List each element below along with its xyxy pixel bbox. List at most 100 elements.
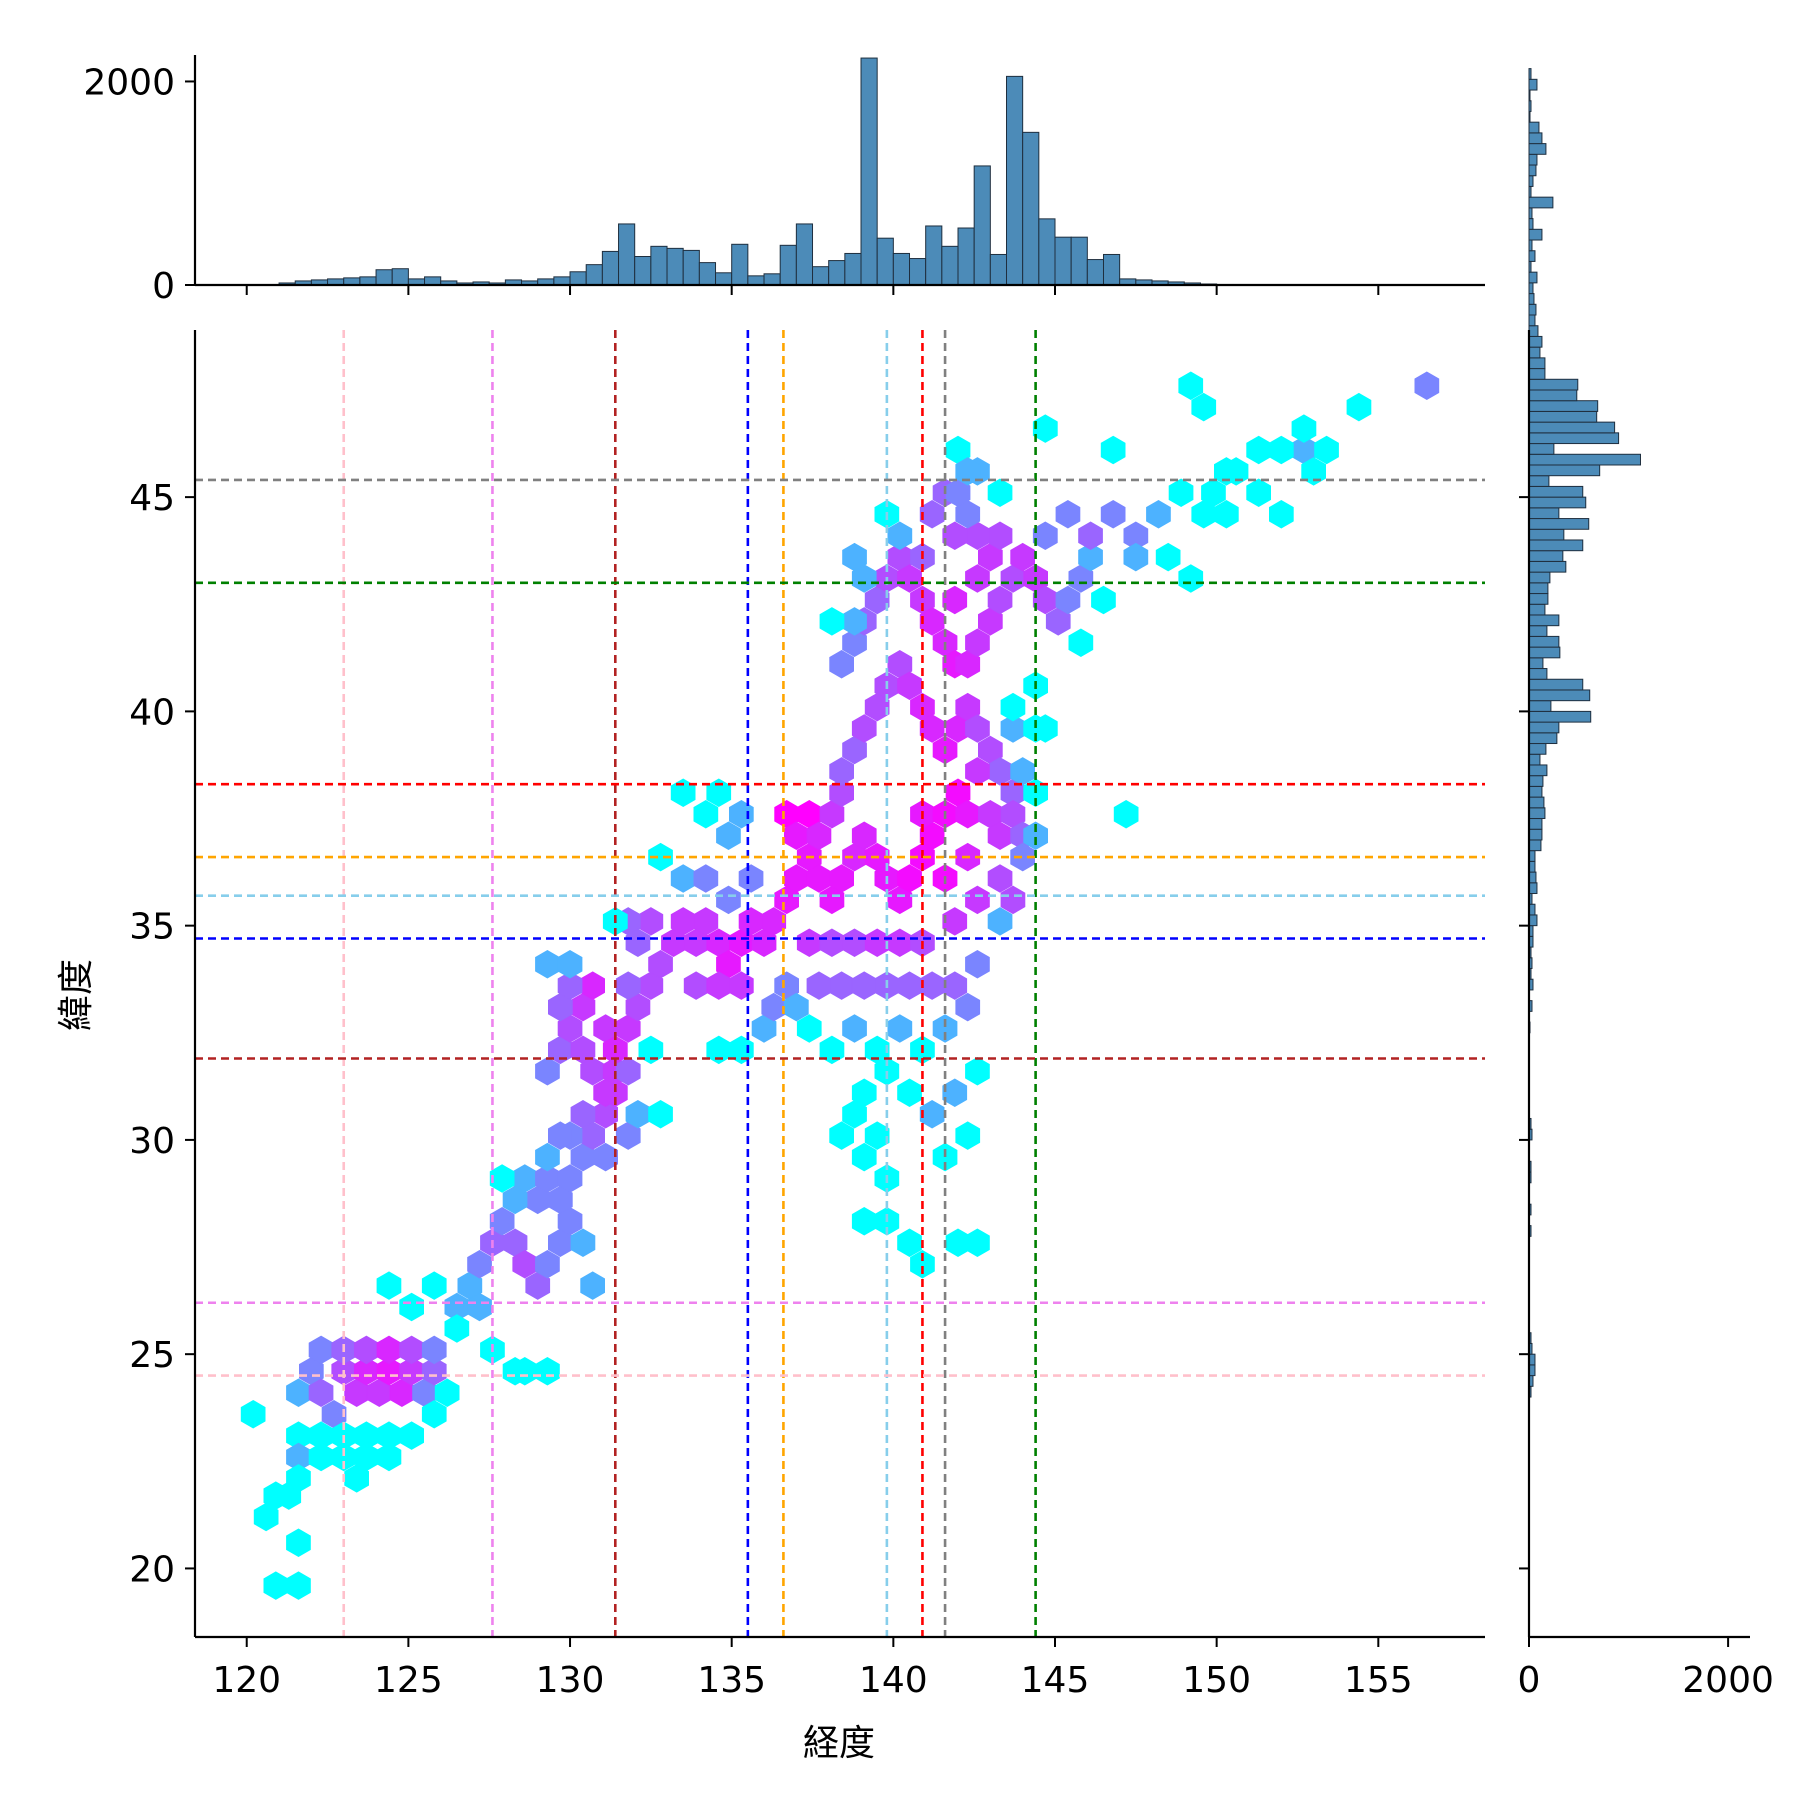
y-histogram-bar	[1528, 732, 1558, 745]
hexbin-cell	[1414, 371, 1440, 400]
y-histogram-bar	[1528, 357, 1546, 370]
hexbin-cell	[942, 907, 968, 936]
x-histogram-bar	[391, 268, 409, 286]
hexbin-cell	[978, 542, 1003, 572]
hexbin-cell	[864, 692, 890, 722]
hexbin-cell	[965, 1228, 990, 1258]
hexbin-cell	[910, 1249, 935, 1279]
y-histogram-bar	[1528, 560, 1567, 573]
hexbin-cell	[1045, 607, 1071, 636]
hexbin-cell	[842, 1099, 867, 1129]
x-histogram-bar	[1054, 236, 1072, 286]
hexbin-cell	[308, 1442, 334, 1472]
hexbin-cell	[819, 928, 845, 958]
hexbin-cell	[965, 564, 990, 593]
hexbin-cell	[796, 928, 822, 958]
hexbin-cell	[1055, 585, 1081, 615]
y-histogram-bar	[1528, 196, 1554, 209]
y-histogram-bar	[1528, 882, 1538, 895]
hexbin-cell	[593, 1078, 618, 1108]
y-histogram-bar	[1528, 646, 1561, 659]
hexbin-cell	[851, 1078, 877, 1108]
hexbin-cell	[286, 1571, 311, 1600]
x-histogram-bar	[860, 57, 878, 286]
hexbin-cell	[683, 971, 709, 1000]
hexbin-cell	[535, 1142, 560, 1172]
axes: 120 125 130 135 140 145 150 155 20 25 30 35 40 45 0 200…	[83, 55, 1774, 1701]
right-histogram	[1528, 68, 1641, 1398]
hexbin-cell	[729, 1035, 754, 1065]
hexbin-cell	[987, 478, 1013, 508]
hexbin-cell	[842, 928, 867, 958]
hexbin-cell	[716, 821, 741, 850]
hexbin-cell	[1168, 478, 1194, 508]
hexbin-cell	[625, 928, 651, 958]
hexbin-cell	[263, 1571, 289, 1600]
hexbin-cell	[1146, 500, 1171, 529]
hexbin-cell	[738, 864, 764, 893]
hexbin-cell	[1246, 478, 1271, 508]
hexbin-cell	[864, 585, 890, 615]
x-histogram-bar	[1006, 75, 1024, 286]
x-axis-title: 経度	[803, 1723, 875, 1764]
hexbin-cell	[1214, 500, 1239, 529]
hexbin-cell	[1010, 542, 1035, 572]
hexbin-cell	[502, 1357, 528, 1386]
hexbin-cell	[919, 971, 945, 1000]
hexbin-cell	[942, 971, 968, 1000]
hexbin-cell	[842, 542, 867, 572]
y-histogram-bar	[1528, 507, 1560, 520]
hexbin-cell	[761, 907, 787, 936]
y-histogram-bar	[1528, 668, 1548, 680]
y-tick-label: 25	[129, 1335, 175, 1376]
x-histogram-bar	[925, 225, 943, 286]
hexbin-cell	[1113, 799, 1139, 829]
hexbin-cell	[1191, 392, 1217, 422]
y-histogram-bar	[1528, 603, 1546, 616]
hexbin-cell	[1214, 457, 1239, 486]
hexbin-cell	[897, 1078, 922, 1108]
y-histogram-bar	[1528, 132, 1543, 145]
x-tick-label: 145	[1021, 1660, 1090, 1701]
x-histogram-bar	[715, 272, 733, 286]
hexbin-cell	[1032, 714, 1058, 743]
x-tick-label: 140	[859, 1660, 928, 1701]
hexbin-cell	[965, 885, 990, 915]
hexbin-cell	[887, 928, 913, 958]
y-histogram-bar	[1528, 228, 1543, 241]
x-histogram-bar	[779, 244, 797, 286]
x-histogram-bar	[828, 260, 846, 286]
y-histogram-bar	[1528, 582, 1549, 595]
y-axis-title: 緯度	[56, 959, 97, 1031]
y-histogram-bar	[1528, 110, 1531, 123]
y-histogram-bar	[1528, 635, 1560, 648]
hexbin-cell	[806, 971, 832, 1000]
x-histogram-bar	[909, 258, 927, 286]
hexbin-cell	[570, 1228, 596, 1258]
hexbin-cell	[942, 521, 968, 550]
hexbin-cell	[593, 1142, 618, 1172]
x-histogram-bar	[359, 276, 377, 286]
hexbin-cell	[376, 1442, 402, 1472]
y-histogram-bar	[1528, 839, 1542, 852]
x-tick-label: 130	[536, 1660, 605, 1701]
hexbin-cell	[1269, 435, 1294, 465]
y-histogram-bar	[1528, 785, 1543, 798]
y-histogram-bar	[1528, 368, 1546, 380]
hexbin-cell	[955, 500, 981, 529]
hexbin-cell	[240, 1399, 266, 1429]
hexbin-cell	[851, 971, 877, 1000]
hexbin-cell	[1032, 521, 1058, 550]
hexbin-cell	[1055, 500, 1081, 529]
y-histogram-bar	[1528, 185, 1532, 198]
hexbin-cell	[806, 821, 832, 850]
hexbin-cell	[819, 607, 845, 636]
y-histogram-bar	[1528, 453, 1641, 466]
y-histogram-bar	[1528, 914, 1538, 927]
hexbin-cell	[842, 1014, 867, 1043]
hexbin-cell	[489, 1164, 515, 1193]
y-histogram-bar	[1528, 218, 1534, 230]
hexbin-cell	[965, 628, 990, 658]
hexbin-cell	[796, 1014, 822, 1043]
y-histogram-bar	[1528, 271, 1538, 284]
